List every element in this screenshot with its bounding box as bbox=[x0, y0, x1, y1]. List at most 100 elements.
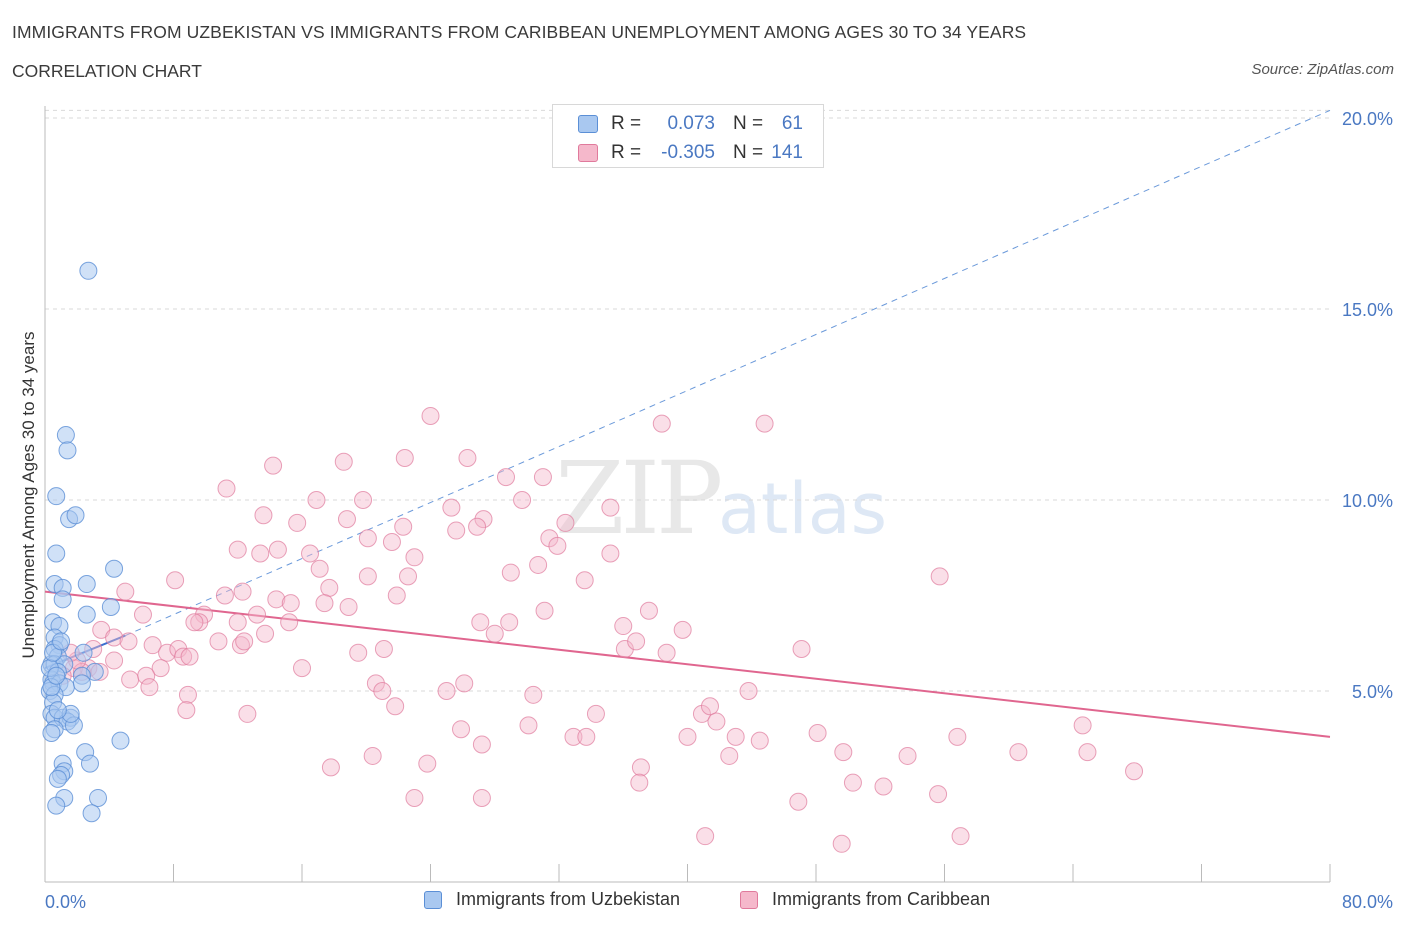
caribbean-point bbox=[301, 544, 320, 563]
caribbean-point bbox=[678, 727, 697, 746]
x-tick-label-min: 0.0% bbox=[45, 892, 86, 912]
n-value: 141 bbox=[771, 142, 803, 163]
uzbekistan-point bbox=[58, 441, 77, 460]
caribbean-point bbox=[235, 632, 254, 651]
caribbean-point bbox=[874, 777, 893, 796]
caribbean-point bbox=[421, 406, 440, 425]
label-layer: 5.0% 10.0% 15.0% 20.0% 0.0% 80.0% Unemployment… bbox=[19, 109, 1393, 912]
legend-item-caribbean[interactable]: Immigrants from Caribbean bbox=[740, 889, 990, 910]
caribbean-point bbox=[548, 536, 567, 555]
caribbean-point bbox=[843, 773, 862, 792]
caribbean-point bbox=[898, 746, 917, 765]
y-axis-label: Unemployment Among Ages 30 to 34 years bbox=[19, 332, 38, 659]
n-value: 61 bbox=[781, 113, 803, 134]
uzbekistan-point bbox=[56, 426, 75, 445]
caribbean-point bbox=[535, 601, 554, 620]
caribbean-point bbox=[190, 613, 209, 632]
caribbean-point bbox=[707, 712, 726, 731]
caribbean-point bbox=[458, 448, 477, 467]
caribbean-point bbox=[1125, 762, 1144, 781]
caribbean-point bbox=[264, 456, 283, 475]
caribbean-point bbox=[437, 682, 456, 700]
caribbean-point bbox=[471, 613, 490, 632]
caribbean-point bbox=[315, 594, 334, 613]
caribbean-point bbox=[281, 594, 300, 613]
caribbean-point bbox=[405, 788, 424, 807]
caribbean-point bbox=[452, 720, 471, 739]
caribbean-point bbox=[233, 582, 252, 601]
caribbean-point bbox=[474, 510, 493, 529]
uzbekistan-point bbox=[42, 724, 61, 743]
caribbean-point bbox=[405, 548, 424, 567]
caribbean-point bbox=[238, 704, 257, 723]
caribbean-point bbox=[293, 659, 311, 678]
uzbekistan-point bbox=[48, 701, 67, 720]
caribbean-point bbox=[337, 510, 356, 529]
uzbekistan-point bbox=[47, 666, 66, 685]
caribbean-point bbox=[601, 498, 620, 517]
caribbean-point bbox=[267, 590, 286, 609]
caribbean-point bbox=[254, 506, 273, 525]
caribbean-point bbox=[209, 632, 228, 651]
caribbean-point bbox=[185, 613, 204, 632]
caribbean-point bbox=[1073, 716, 1092, 735]
caribbean-point bbox=[513, 491, 532, 509]
uzbekistan-point bbox=[74, 643, 93, 662]
stats-legend: R = 0.073 N = 61 R = -0.305 N = 141 bbox=[552, 104, 824, 168]
caribbean-point bbox=[948, 727, 967, 746]
caribbean-point bbox=[105, 651, 124, 670]
caribbean-point bbox=[321, 758, 340, 777]
caribbean-point bbox=[1078, 743, 1097, 762]
caribbean-point bbox=[349, 643, 368, 662]
caribbean-point bbox=[387, 586, 406, 605]
caribbean-point bbox=[575, 571, 594, 590]
uzbekistan-point bbox=[72, 674, 91, 693]
watermark-atlas: atlas bbox=[718, 468, 888, 550]
caribbean-point bbox=[442, 498, 461, 517]
caribbean-point bbox=[418, 754, 437, 773]
uzbekistan-point bbox=[111, 731, 130, 750]
caribbean-point bbox=[174, 647, 193, 666]
caribbean-point bbox=[455, 674, 474, 693]
caribbean-point bbox=[834, 743, 853, 762]
caribbean-point bbox=[673, 620, 692, 639]
legend-item-uzbekistan[interactable]: Immigrants from Uzbekistan bbox=[424, 889, 680, 910]
n-label: N = bbox=[733, 142, 764, 163]
caribbean-point bbox=[929, 785, 948, 804]
caribbean-point bbox=[366, 674, 385, 693]
caribbean-point bbox=[395, 448, 414, 467]
caribbean-point bbox=[137, 666, 156, 685]
uzbekistan-point bbox=[79, 261, 98, 280]
uzbekistan-point bbox=[80, 754, 99, 773]
caribbean-point bbox=[832, 834, 851, 853]
y-tick-label: 15.0% bbox=[1342, 300, 1393, 320]
caribbean-point bbox=[354, 491, 373, 509]
caribbean-point bbox=[382, 533, 401, 552]
caribbean-point bbox=[386, 697, 405, 716]
caribbean-point bbox=[320, 578, 339, 597]
r-value: 0.073 bbox=[667, 113, 715, 134]
caribbean-point bbox=[307, 491, 326, 509]
caribbean-point bbox=[374, 639, 393, 658]
caribbean-point bbox=[447, 521, 466, 540]
caribbean-point bbox=[166, 571, 185, 590]
uzbekistan-point bbox=[47, 544, 66, 563]
caribbean-legend-swatch bbox=[740, 890, 758, 909]
caribbean-point bbox=[630, 773, 649, 792]
caribbean-point bbox=[280, 613, 299, 632]
caribbean-point bbox=[358, 567, 377, 586]
caribbean-point bbox=[1009, 743, 1028, 762]
caribbean-point bbox=[700, 697, 719, 716]
chart-subtitle: CORRELATION CHART bbox=[12, 61, 202, 81]
uzbekistan-point bbox=[48, 769, 67, 788]
caribbean-point bbox=[468, 517, 487, 536]
caribbean-point bbox=[720, 746, 739, 765]
caribbean-point bbox=[334, 452, 353, 471]
uzbekistan-point bbox=[77, 575, 96, 594]
caribbean-point bbox=[792, 639, 811, 658]
caribbean-point bbox=[310, 559, 329, 578]
uzbekistan-swatch bbox=[578, 115, 598, 133]
caribbean-point bbox=[750, 731, 769, 750]
caribbean-point bbox=[133, 605, 152, 624]
caribbean-point bbox=[178, 685, 197, 704]
